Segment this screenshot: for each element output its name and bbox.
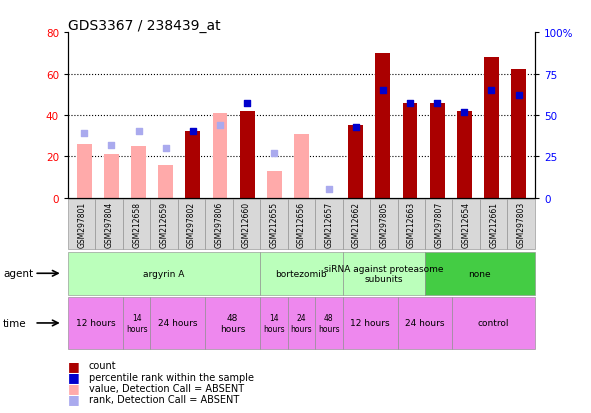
Bar [375, 54, 390, 198]
Text: control: control [478, 319, 509, 328]
Text: GSM297802: GSM297802 [187, 202, 196, 248]
Text: rank, Detection Call = ABSENT: rank, Detection Call = ABSENT [89, 394, 239, 404]
Point [324, 187, 333, 193]
Text: GSM212663: GSM212663 [407, 202, 415, 248]
Text: GSM212656: GSM212656 [297, 202, 306, 248]
Bar [484, 58, 499, 198]
Point [460, 109, 469, 116]
Text: 48
hours: 48 hours [318, 313, 340, 333]
Text: value, Detection Call = ABSENT: value, Detection Call = ABSENT [89, 383, 243, 393]
Point [487, 88, 496, 94]
Bar [511, 70, 526, 198]
Bar [457, 112, 472, 198]
Bar [267, 171, 282, 198]
Text: GSM212655: GSM212655 [269, 202, 278, 248]
Text: ■: ■ [68, 370, 80, 383]
Text: GSM212654: GSM212654 [462, 202, 470, 248]
Point [161, 145, 170, 152]
Text: percentile rank within the sample: percentile rank within the sample [89, 372, 254, 382]
Text: 12 hours: 12 hours [350, 319, 390, 328]
Point [351, 124, 361, 131]
Point [242, 101, 252, 107]
Text: GDS3367 / 238439_at: GDS3367 / 238439_at [68, 19, 220, 33]
Text: 48
hours: 48 hours [220, 313, 245, 333]
Bar [186, 132, 200, 198]
Text: agent: agent [3, 268, 33, 279]
Text: GSM297801: GSM297801 [77, 202, 86, 248]
Text: GSM212660: GSM212660 [242, 202, 251, 248]
Text: GSM212661: GSM212661 [489, 202, 498, 248]
Text: GSM297804: GSM297804 [105, 202, 113, 248]
Point [405, 101, 415, 107]
Point [269, 150, 279, 157]
Text: GSM212657: GSM212657 [324, 202, 333, 248]
Text: 12 hours: 12 hours [76, 319, 115, 328]
Text: GSM297803: GSM297803 [517, 202, 525, 248]
Text: 24 hours: 24 hours [158, 319, 197, 328]
Point [80, 131, 89, 137]
Point [215, 122, 225, 129]
Bar [77, 145, 92, 198]
Text: GSM297805: GSM297805 [379, 202, 388, 248]
Text: 24 hours: 24 hours [405, 319, 445, 328]
Text: 14
hours: 14 hours [263, 313, 285, 333]
Text: ■: ■ [68, 392, 80, 406]
Point [188, 129, 197, 135]
Point [514, 93, 523, 99]
Bar [158, 165, 173, 198]
Text: GSM212658: GSM212658 [132, 202, 141, 248]
Bar [402, 103, 417, 198]
Text: argyrin A: argyrin A [144, 269, 185, 278]
Text: bortezomib: bortezomib [275, 269, 327, 278]
Bar [104, 155, 119, 198]
Text: count: count [89, 361, 116, 370]
Text: ■: ■ [68, 381, 80, 394]
Point [433, 101, 442, 107]
Point [134, 129, 143, 135]
Bar [348, 126, 363, 198]
Text: siRNA against proteasome
subunits: siRNA against proteasome subunits [324, 264, 444, 283]
Text: time: time [3, 318, 27, 328]
Text: none: none [469, 269, 491, 278]
Text: 14
hours: 14 hours [126, 313, 147, 333]
Text: GSM212662: GSM212662 [352, 202, 361, 248]
Bar [213, 114, 228, 198]
Text: ■: ■ [68, 359, 80, 372]
Point [378, 88, 388, 94]
Text: GSM297807: GSM297807 [434, 202, 443, 248]
Text: GSM297806: GSM297806 [215, 202, 223, 248]
Bar [131, 147, 146, 198]
Bar [240, 112, 255, 198]
Text: GSM212659: GSM212659 [160, 202, 168, 248]
Bar [430, 103, 444, 198]
Text: 24
hours: 24 hours [291, 313, 312, 333]
Bar [294, 134, 309, 198]
Point [106, 142, 116, 149]
